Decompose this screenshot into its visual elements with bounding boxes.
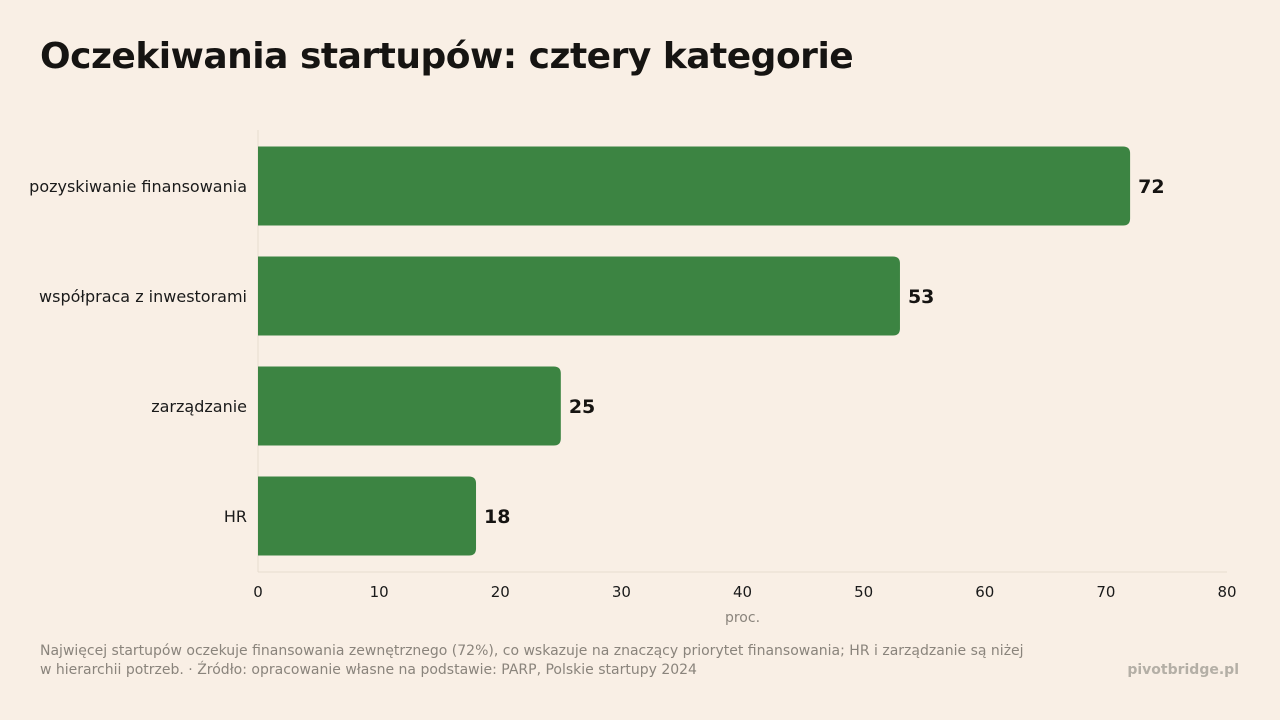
data-label: 53 bbox=[908, 286, 934, 308]
bar-chart: 0 10 20 30 40 50 60 70 80 proc. pozyskiwanie fina… bbox=[29, 130, 1237, 626]
x-axis-title: proc. bbox=[725, 610, 760, 626]
data-label: 72 bbox=[1138, 176, 1164, 198]
category-label: zarządzanie bbox=[151, 397, 247, 416]
bar[interactable] bbox=[258, 146, 1131, 226]
brand-label[interactable]: pivotbridge.pl bbox=[1127, 662, 1239, 678]
x-tick-label: 20 bbox=[491, 583, 510, 601]
data-label: 18 bbox=[484, 506, 510, 528]
bar[interactable] bbox=[258, 256, 900, 336]
x-tick-label: 10 bbox=[370, 583, 389, 601]
category-label: współpraca z inwestorami bbox=[39, 287, 247, 306]
bar[interactable] bbox=[258, 366, 561, 446]
data-label: 25 bbox=[569, 396, 595, 418]
x-tick-label: 0 bbox=[253, 583, 263, 601]
x-tick-label: 80 bbox=[1217, 583, 1236, 601]
chart-title: Oczekiwania startupów: cztery kategorie bbox=[40, 36, 854, 77]
x-tick-label: 40 bbox=[733, 583, 752, 601]
x-tick-label: 30 bbox=[612, 583, 631, 601]
x-tick-label: 70 bbox=[1096, 583, 1115, 601]
chart-footnote: Najwięcej startupów oczekuje finansowani… bbox=[40, 643, 1024, 678]
x-tick-label: 50 bbox=[854, 583, 873, 601]
x-tick-label: 60 bbox=[975, 583, 994, 601]
category-label: pozyskiwanie finansowania bbox=[29, 177, 247, 196]
bar[interactable] bbox=[258, 476, 477, 556]
category-label: HR bbox=[224, 507, 247, 526]
